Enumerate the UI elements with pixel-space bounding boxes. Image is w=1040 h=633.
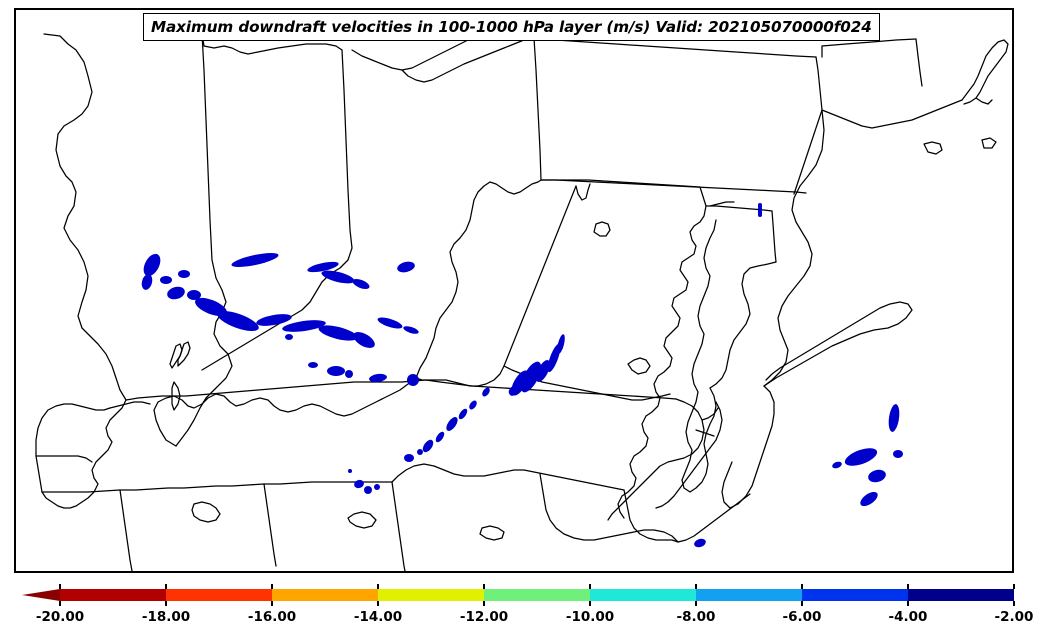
map-panel [14,8,1014,573]
page-title: Maximum downdraft velocities in 100-1000… [151,18,872,36]
colorbar-segment [166,589,272,601]
colorbar-tick-label: -18.00 [142,609,190,625]
colorbar-tick-label: -2.00 [995,609,1034,625]
colorbar-segment [60,589,166,601]
colorbar-segment [696,589,802,601]
colorbar-tick-label: -12.00 [460,609,508,625]
colorbar-tick-label: -16.00 [248,609,296,625]
colorbar-tick-label: -20.00 [36,609,84,625]
colorbar-segment [908,589,1014,601]
colorbar: -20.00 -18.00 -16.00 -14.00 -12.00 -10.00 -8.0… [0,575,1040,633]
colorbar-tick-label: -6.00 [783,609,822,625]
colorbar-tick-labels: -20.00 -18.00 -16.00 -14.00 -12.00 -10.00 -8.0… [36,609,1034,625]
map-canvas [35,33,1009,571]
colorbar-canvas: -20.00 -18.00 -16.00 -14.00 -12.00 -10.00 -8.0… [22,584,1034,625]
chart-title-box: Maximum downdraft velocities in 100-1000… [143,13,880,41]
colorbar-segment [378,589,484,601]
colorbar-tick-label: -14.00 [354,609,402,625]
downdraft-contour-fill [141,203,903,548]
colorbar-blocks [22,589,1014,601]
colorbar-segment [590,589,696,601]
colorbar-segment [802,589,908,601]
colorbar-tick-label: -10.00 [566,609,614,625]
colorbar-ticks [59,584,1015,606]
colorbar-segment [272,589,378,601]
colorbar-segment [484,589,590,601]
state-boundaries [35,33,1009,571]
colorbar-extend-min [22,589,60,601]
colorbar-tick-label: -4.00 [889,609,928,625]
colorbar-tick-label: -8.00 [677,609,716,625]
